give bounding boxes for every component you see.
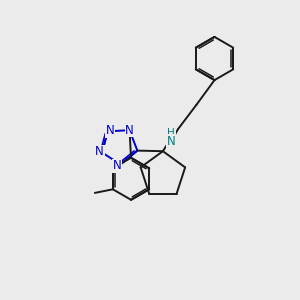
Text: N: N xyxy=(112,159,121,172)
Text: H: H xyxy=(167,128,175,138)
Text: N: N xyxy=(106,124,115,137)
Text: N: N xyxy=(95,146,104,158)
Text: N: N xyxy=(125,124,134,137)
Text: N: N xyxy=(167,135,176,148)
